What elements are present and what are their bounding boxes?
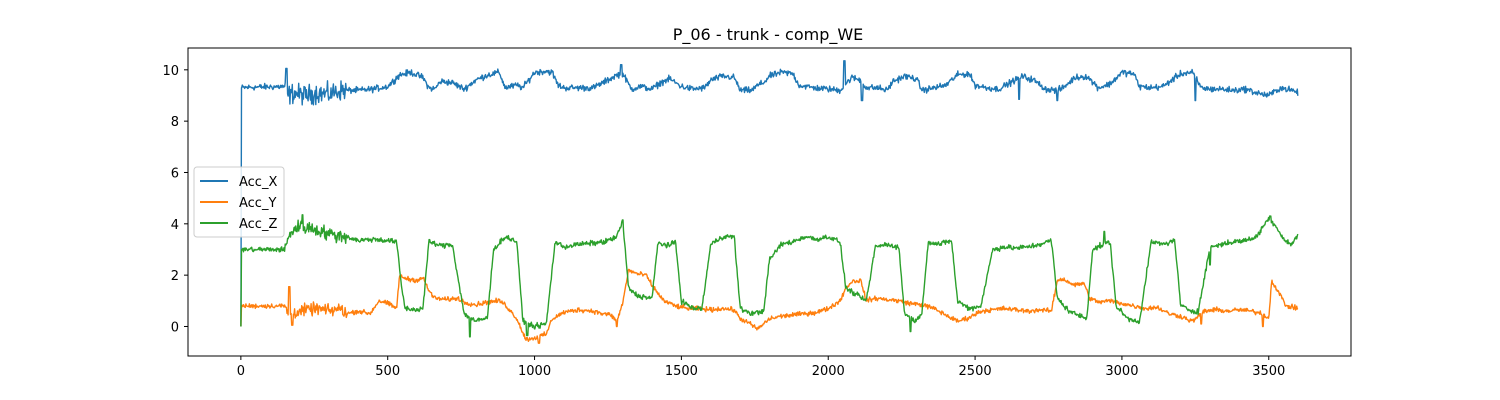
legend-label: Acc_Z [239,217,277,232]
series-layer [240,60,1299,344]
y-tick-label: 10 [162,64,179,79]
y-tick-label: 6 [171,166,179,181]
x-tick-label: 0 [237,364,245,379]
plot-frame [187,47,1352,357]
x-axis: 0 500 1000 1500 2000 2500 3000 3500 [237,356,1285,379]
x-tick-label: 500 [375,364,400,379]
y-tick-label: 0 [171,320,179,335]
chart-title: P_06 - trunk - comp_WE [673,25,864,45]
y-tick-label: 4 [171,218,179,233]
plot-area [187,47,1352,357]
legend-label: Acc_X [239,175,277,190]
y-tick-label: 2 [171,269,179,284]
x-tick-label: 3000 [1105,364,1138,379]
x-tick-label: 1500 [665,364,698,379]
plot-background [188,48,1351,356]
y-tick-label: 8 [171,115,179,130]
x-tick-label: 1000 [518,364,551,379]
series-line-acc-y [240,268,1299,344]
x-tick-label: 2000 [812,364,845,379]
legend: Acc_X Acc_Y Acc_Z [193,166,285,238]
legend-label: Acc_Y [239,196,276,211]
series-line-acc-z [240,214,1299,338]
x-tick-label: 3500 [1252,364,1285,379]
legend-box [193,166,285,238]
y-axis: 0 2 4 6 8 10 [162,64,188,335]
series-line-acc-x [240,60,1299,327]
x-tick-label: 2500 [959,364,992,379]
